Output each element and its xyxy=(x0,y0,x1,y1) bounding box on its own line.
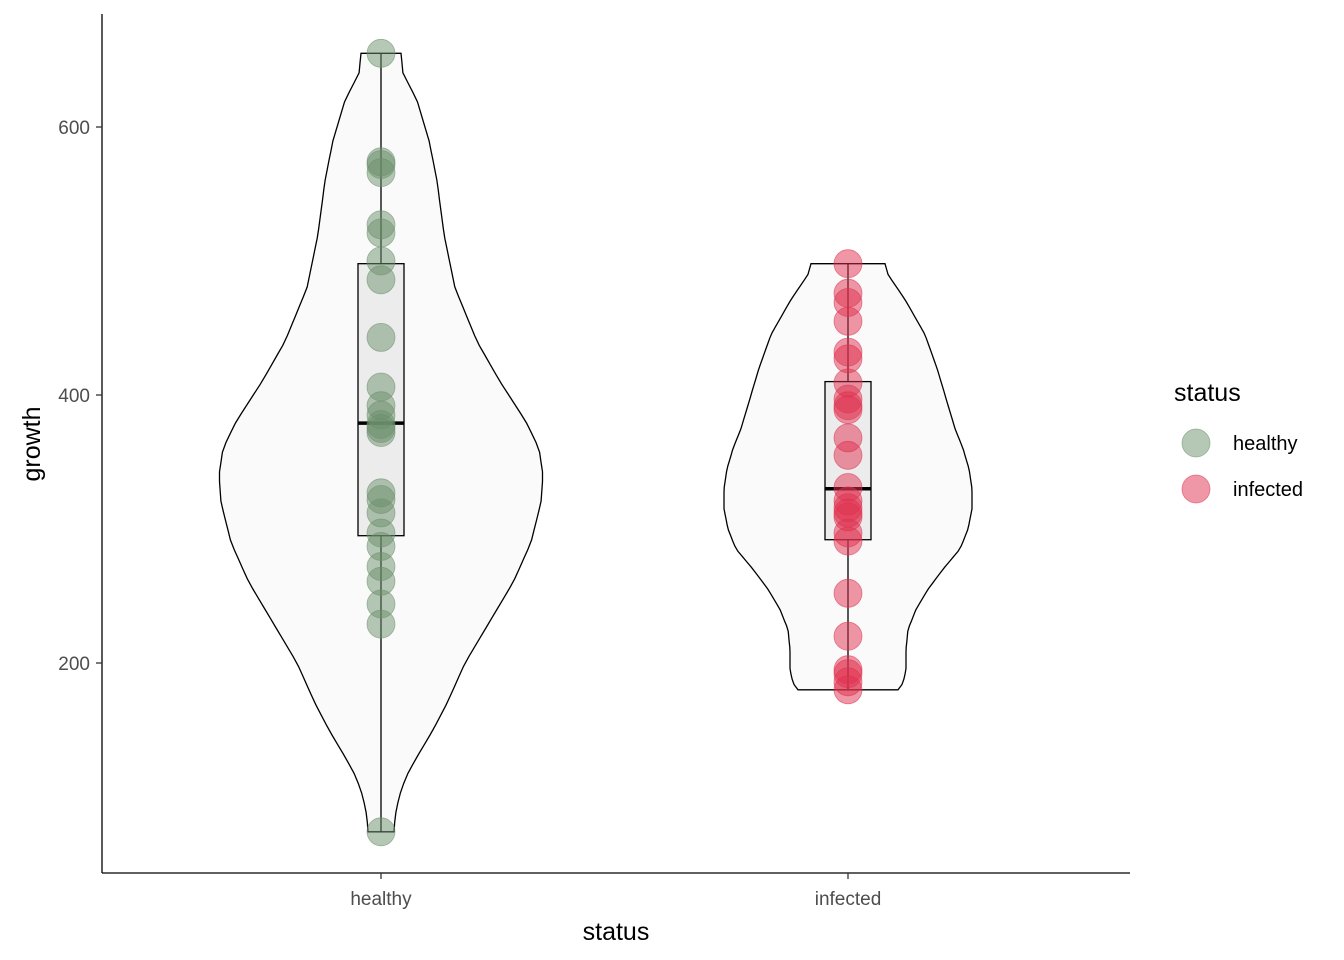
data-point xyxy=(366,609,396,639)
y-tick-label: 400 xyxy=(58,386,90,407)
data-point xyxy=(366,322,396,352)
y-tick-label: 200 xyxy=(58,654,90,675)
data-point xyxy=(833,306,863,336)
axes: healthy infected 200 400 600 xyxy=(58,14,1130,910)
legend-label-infected: infected xyxy=(1233,479,1303,501)
data-point xyxy=(366,817,396,847)
legend-key-infected xyxy=(1181,474,1211,504)
legend-key-healthy xyxy=(1181,428,1211,458)
data-point xyxy=(833,526,863,556)
data-point xyxy=(366,218,396,248)
data-point xyxy=(833,440,863,470)
data-point xyxy=(366,38,396,68)
group-infected xyxy=(723,249,973,705)
group-healthy xyxy=(218,38,544,847)
y-tick-label: 600 xyxy=(58,118,90,139)
legend-title: status xyxy=(1174,379,1241,407)
data-point xyxy=(833,578,863,608)
data-point xyxy=(833,675,863,705)
data-point xyxy=(833,395,863,425)
y-axis-title: growth xyxy=(18,406,46,481)
plot-area xyxy=(218,38,973,847)
data-point xyxy=(833,621,863,651)
x-tick-label: infected xyxy=(815,889,882,910)
data-point xyxy=(366,418,396,447)
data-point xyxy=(833,249,863,279)
legend: status healthy infected xyxy=(1174,379,1303,504)
legend-label-healthy: healthy xyxy=(1233,433,1298,455)
x-axis-title: status xyxy=(583,918,650,946)
data-point xyxy=(366,158,396,188)
data-point xyxy=(366,265,396,295)
x-tick-label: healthy xyxy=(350,889,412,910)
